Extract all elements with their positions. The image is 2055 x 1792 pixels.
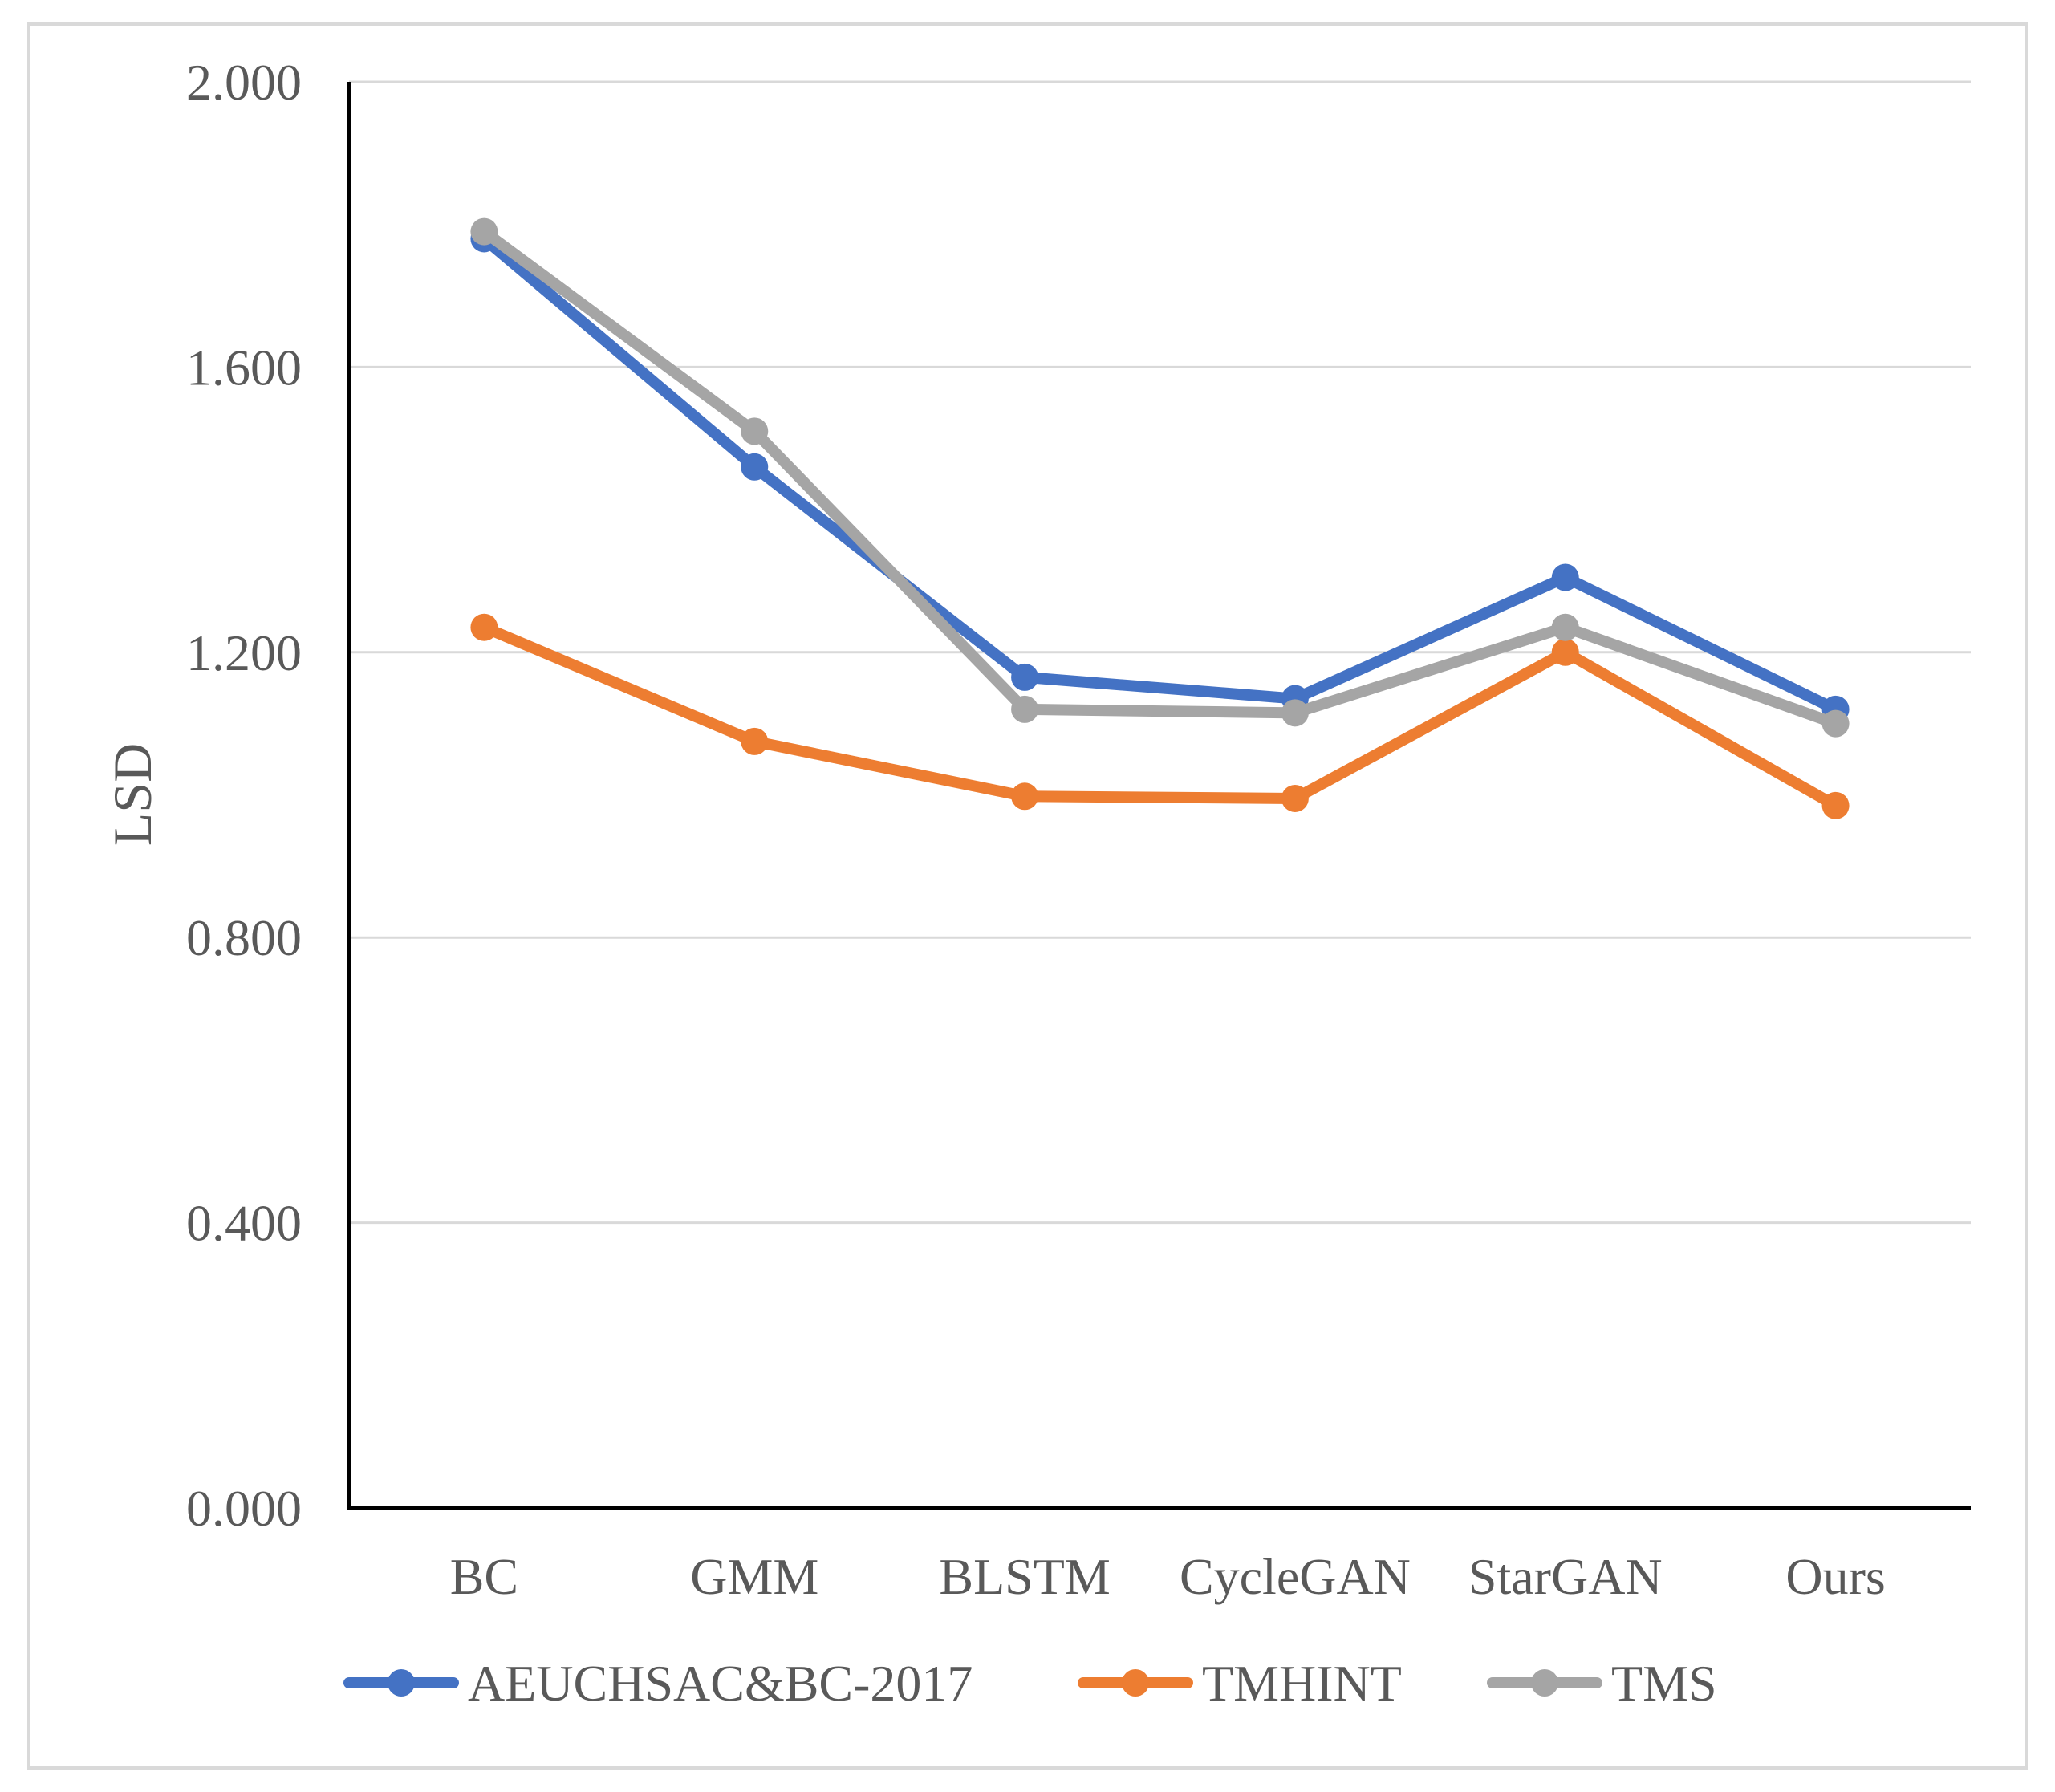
legend-label: AEUCHSAC&BC-2017 xyxy=(468,1655,973,1712)
legend-label: TMHINT xyxy=(1202,1655,1402,1712)
x-tick-label: StarGAN xyxy=(1468,1548,1663,1605)
series-group xyxy=(470,217,1850,819)
series-tms xyxy=(470,217,1850,738)
y-tick-label: 1.200 xyxy=(186,624,302,681)
series-line xyxy=(478,233,1842,715)
data-point xyxy=(1281,784,1309,812)
gridlines xyxy=(349,80,1971,1225)
data-point xyxy=(741,417,769,445)
x-tick-label: BC xyxy=(450,1548,518,1605)
y-tick-label: 0.000 xyxy=(186,1480,302,1537)
category-labels: BC GMM BLSTM CycleGAN StarGAN Ours xyxy=(450,1548,1886,1605)
legend-item: TMHINT xyxy=(1078,1655,1402,1712)
x-tick-label: GMM xyxy=(690,1548,818,1605)
data-point xyxy=(741,453,769,481)
y-tick-label: 0.800 xyxy=(186,909,302,966)
y-tick-label: 2.000 xyxy=(186,54,302,111)
x-tick-label: CycleGAN xyxy=(1180,1548,1411,1605)
data-point xyxy=(470,217,498,246)
data-point xyxy=(1011,695,1039,723)
data-point xyxy=(1551,638,1579,666)
data-point xyxy=(741,727,769,755)
data-point xyxy=(1821,791,1850,819)
chart-frame xyxy=(27,22,2028,1770)
legend-swatch-marker xyxy=(1531,1669,1558,1697)
data-point xyxy=(1011,663,1039,691)
data-point xyxy=(1551,563,1579,591)
data-point xyxy=(1281,699,1309,727)
y-tick-label: 0.400 xyxy=(186,1195,302,1252)
legend-swatch-marker xyxy=(388,1669,415,1697)
legend-item: TMS xyxy=(1487,1655,1717,1712)
x-tick-label: Ours xyxy=(1785,1548,1885,1605)
series-line xyxy=(478,621,1842,811)
legend: AEUCHSAC&BC-2017 TMHINT TMS xyxy=(343,1655,1717,1712)
data-point xyxy=(470,613,498,641)
data-point xyxy=(1551,613,1579,641)
x-tick-label: BLSTM xyxy=(939,1548,1110,1605)
data-point xyxy=(1011,782,1039,811)
y-axis-title: LSD xyxy=(102,743,163,846)
legend-swatch-marker xyxy=(1122,1669,1149,1697)
series-line xyxy=(478,226,1842,729)
series-aeuchsac-bc-2017 xyxy=(470,225,1850,723)
legend-label: TMS xyxy=(1611,1655,1717,1712)
data-point xyxy=(1821,709,1850,738)
y-tick-label: 1.600 xyxy=(186,339,302,396)
legend-item: AEUCHSAC&BC-2017 xyxy=(343,1655,973,1712)
series-tmhint xyxy=(470,613,1850,819)
y-tick-labels: 0.000 0.400 0.800 1.200 1.600 2.000 xyxy=(186,54,302,1537)
